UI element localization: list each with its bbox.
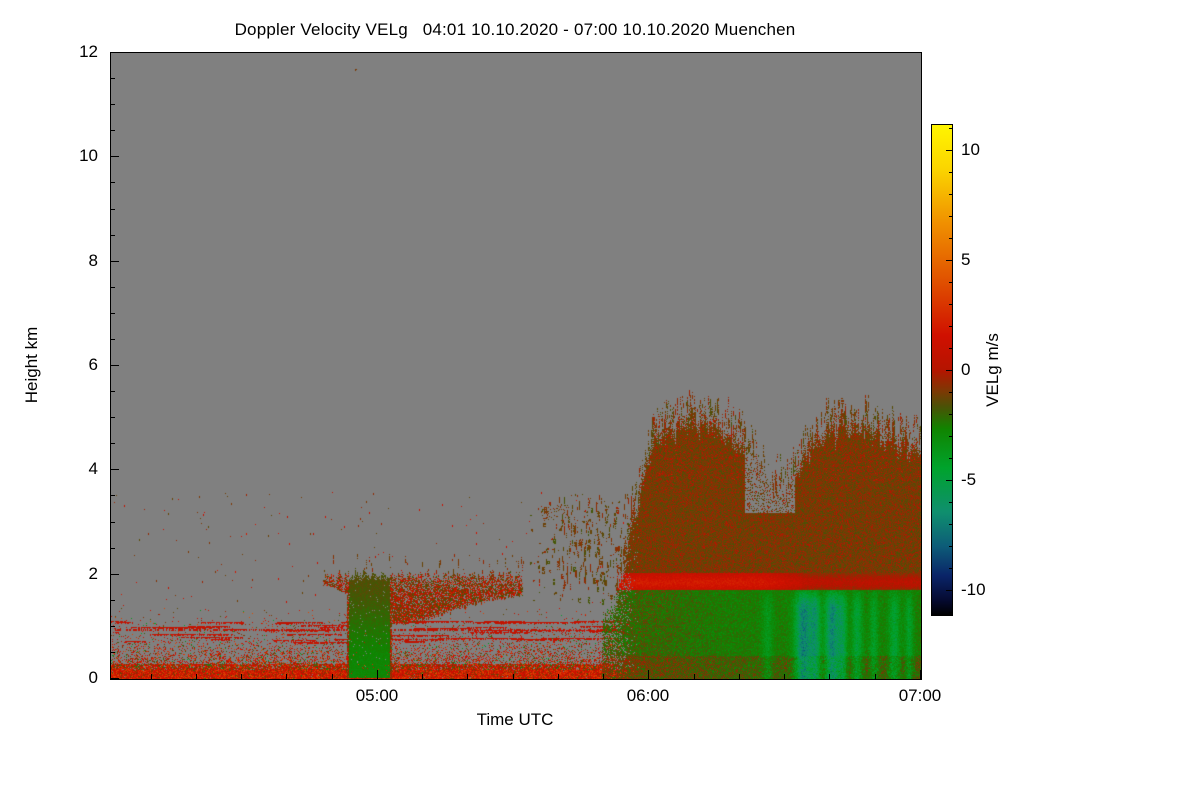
y-tick-minor xyxy=(110,104,115,105)
y-tick-minor xyxy=(110,417,115,418)
x-tick-label: 06:00 xyxy=(626,686,670,705)
plot-area xyxy=(110,52,922,680)
y-tick-label: 8 xyxy=(88,251,98,270)
x-tick-minor xyxy=(422,674,423,679)
x-axis-label: Time UTC xyxy=(476,710,554,729)
x-tick-minor xyxy=(739,674,740,679)
x-tick-minor xyxy=(332,674,333,679)
x-tick-major xyxy=(648,670,649,679)
y-tick-minor xyxy=(110,287,115,288)
x-tick-minor xyxy=(694,674,695,679)
x-tick-label: 07:00 xyxy=(898,686,942,705)
y-tick-major xyxy=(110,574,119,575)
colorbar-tick-label: 10 xyxy=(961,140,980,159)
x-tick-minor xyxy=(603,674,604,679)
y-tick-major xyxy=(110,365,119,366)
x-tick-minor xyxy=(875,674,876,679)
colorbar-label: VELg m/s xyxy=(983,333,1002,407)
y-tick-label: 0 xyxy=(88,668,98,687)
y-tick-minor xyxy=(110,443,115,444)
colorbar xyxy=(931,124,953,616)
colorbar-gradient xyxy=(931,124,953,616)
y-tick-minor xyxy=(110,78,115,79)
y-tick-minor xyxy=(110,626,115,627)
y-tick-label: 6 xyxy=(88,355,98,374)
y-tick-minor xyxy=(110,235,115,236)
x-tick-minor xyxy=(196,674,197,679)
x-tick-label: 05:00 xyxy=(355,686,399,705)
x-tick-minor xyxy=(558,674,559,679)
y-tick-minor xyxy=(110,182,115,183)
y-tick-major xyxy=(110,52,119,53)
x-tick-minor xyxy=(241,674,242,679)
y-tick-major xyxy=(110,469,119,470)
y-tick-major xyxy=(110,156,119,157)
x-tick-minor xyxy=(286,674,287,679)
y-tick-minor xyxy=(110,495,115,496)
x-tick-minor xyxy=(784,674,785,679)
y-tick-label: 4 xyxy=(88,459,98,478)
x-tick-minor xyxy=(829,674,830,679)
y-tick-minor xyxy=(110,548,115,549)
page-title: Doppler Velocity VELg 04:01 10.10.2020 -… xyxy=(234,20,796,39)
colorbar-tick-label: -10 xyxy=(961,580,986,599)
x-tick-minor xyxy=(151,674,152,679)
y-tick-major xyxy=(110,678,119,679)
y-tick-minor xyxy=(110,130,115,131)
y-tick-label: 10 xyxy=(79,146,98,165)
colorbar-tick-label: 5 xyxy=(961,250,971,269)
colorbar-tick-label: 0 xyxy=(961,360,971,379)
y-tick-minor xyxy=(110,209,115,210)
x-tick-major xyxy=(920,670,921,679)
y-tick-label: 2 xyxy=(88,564,98,583)
y-tick-minor xyxy=(110,339,115,340)
colorbar-tick-label: -5 xyxy=(961,470,977,489)
x-tick-minor xyxy=(467,674,468,679)
y-tick-minor xyxy=(110,391,115,392)
x-tick-major xyxy=(377,670,378,679)
y-tick-minor xyxy=(110,600,115,601)
y-tick-major xyxy=(110,261,119,262)
radar-heatmap-canvas xyxy=(111,53,921,679)
x-tick-minor xyxy=(513,674,514,679)
y-tick-minor xyxy=(110,652,115,653)
y-tick-label: 12 xyxy=(79,42,98,61)
y-axis-label: Height km xyxy=(22,326,41,404)
y-tick-minor xyxy=(110,522,115,523)
y-tick-minor xyxy=(110,313,115,314)
